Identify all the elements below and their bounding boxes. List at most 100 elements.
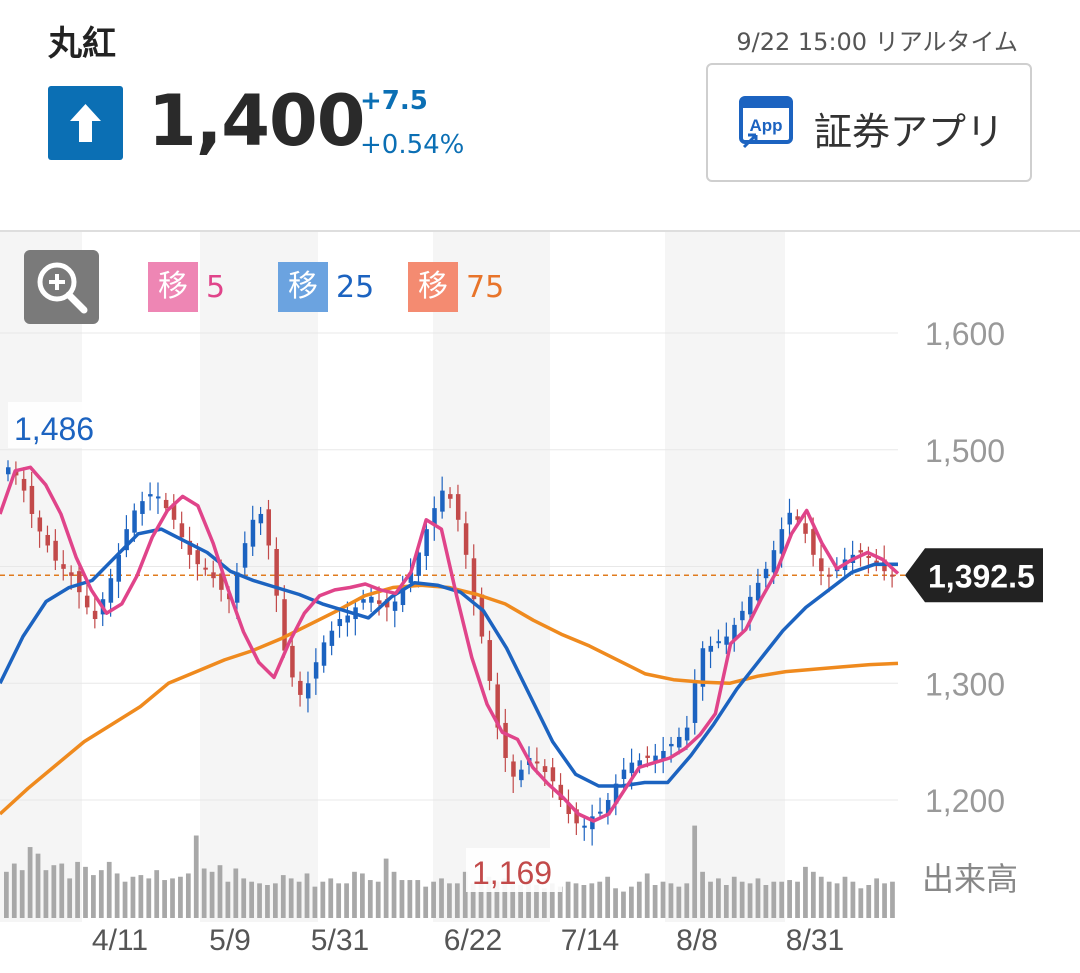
candle-body <box>621 769 627 779</box>
zoom-in-icon[interactable] <box>24 250 99 324</box>
volume-bar <box>510 883 516 918</box>
legend-ma75[interactable]: 移 75 <box>408 262 504 312</box>
candle-body <box>716 641 721 644</box>
legend-ma5[interactable]: 移 5 <box>148 262 225 312</box>
candle-body <box>692 683 698 723</box>
volume-bar <box>534 885 539 918</box>
candle-body <box>455 494 461 520</box>
securities-app-button[interactable]: App 証券アプリ <box>706 63 1032 182</box>
volume-bar <box>826 881 832 918</box>
candle-body <box>566 803 571 815</box>
volume-bar <box>162 880 167 918</box>
volume-bar <box>486 876 492 918</box>
volume-bar <box>581 885 587 918</box>
volume-bar <box>660 881 666 918</box>
candle-body <box>463 523 469 555</box>
volume-bar <box>771 881 777 918</box>
candle-body <box>77 571 82 593</box>
volume-bar <box>565 881 571 918</box>
candle-body <box>250 519 256 547</box>
candle-body <box>503 722 508 758</box>
volume-bar <box>91 875 96 918</box>
volume-bar <box>241 878 247 918</box>
candle-body <box>274 548 279 596</box>
volume-bar <box>154 870 160 918</box>
volume-bar <box>122 881 128 918</box>
volume-bar <box>360 873 365 918</box>
app-icon: App <box>738 95 794 155</box>
candle-body <box>345 615 350 623</box>
securities-app-label: 証券アプリ <box>814 110 1005 154</box>
chart-area[interactable]: 1,600 1,500 1,300 1,200 4/11 5/9 5/31 6/22 7/14 8… <box>0 232 1080 969</box>
volume-bar <box>763 885 769 918</box>
candle-body <box>337 619 343 627</box>
legend-ma25[interactable]: 移 25 <box>278 262 374 312</box>
legend-ma25-badge: 移 <box>278 262 328 312</box>
candle-body <box>684 727 690 741</box>
volume-bar <box>890 881 895 918</box>
candle-body <box>313 662 319 679</box>
candle-body <box>740 610 745 621</box>
candle-body <box>408 572 414 583</box>
volume-bar <box>573 883 579 918</box>
ma5-line <box>0 465 900 823</box>
volume-bar <box>684 883 690 918</box>
volume-bar <box>367 880 373 918</box>
volume-bar <box>35 853 41 918</box>
candle-body <box>866 555 871 558</box>
candle-body <box>21 478 27 491</box>
volume-bar <box>557 886 563 918</box>
volume-bar <box>470 883 476 918</box>
volume-bar <box>185 873 191 918</box>
volume-bar <box>629 886 634 918</box>
x-tick-label: 8/8 <box>676 924 718 957</box>
candle-body <box>676 736 682 748</box>
legend-ma25-value: 25 <box>336 269 375 305</box>
candle-body <box>305 683 311 699</box>
volume-bar <box>818 876 824 918</box>
volume-bar <box>138 875 144 918</box>
x-tick-label: 8/31 <box>786 924 844 957</box>
volume-bar <box>787 880 792 918</box>
candle-body <box>384 599 390 608</box>
volume-bar <box>344 883 349 918</box>
candle-body <box>69 572 74 576</box>
candle-body <box>629 762 635 774</box>
volume-bar <box>399 880 405 918</box>
y-tick-label: 1,300 <box>925 666 1005 702</box>
candle-body <box>479 594 485 637</box>
volume-bar <box>747 883 753 918</box>
candle-body <box>637 760 643 767</box>
legend-ma5-value: 5 <box>206 269 226 305</box>
candle-body <box>92 610 98 620</box>
volume-bar <box>842 876 848 918</box>
volume-bar <box>391 871 397 918</box>
volume-bar <box>178 876 183 918</box>
legend-ma75-value: 75 <box>466 269 505 305</box>
timestamp: 9/22 15:00 リアルタイム <box>736 28 1018 56</box>
candle-body <box>858 550 864 553</box>
x-tick-label: 4/11 <box>92 924 148 957</box>
candle-body <box>779 529 785 554</box>
legend-ma75-badge: 移 <box>408 262 458 312</box>
volume-bar <box>597 881 603 918</box>
ma25-line <box>0 527 898 788</box>
volume-bar <box>621 891 626 918</box>
candle-body <box>148 494 153 497</box>
volume-bar <box>193 835 199 918</box>
candle-body <box>495 684 500 728</box>
volume-bar <box>803 866 808 918</box>
candle-body <box>432 508 437 525</box>
volume-bar <box>462 871 468 918</box>
volume-bar <box>67 878 73 918</box>
volume-bar <box>494 881 500 918</box>
candle-body <box>53 540 58 561</box>
candle-body <box>361 599 366 603</box>
candle-body <box>108 578 114 603</box>
volume-bar <box>779 881 785 918</box>
volume-bar <box>636 881 642 918</box>
candle-body <box>613 783 619 804</box>
volume-bar <box>280 875 286 918</box>
x-tick-label: 5/9 <box>209 924 251 957</box>
candle-body <box>534 761 540 764</box>
